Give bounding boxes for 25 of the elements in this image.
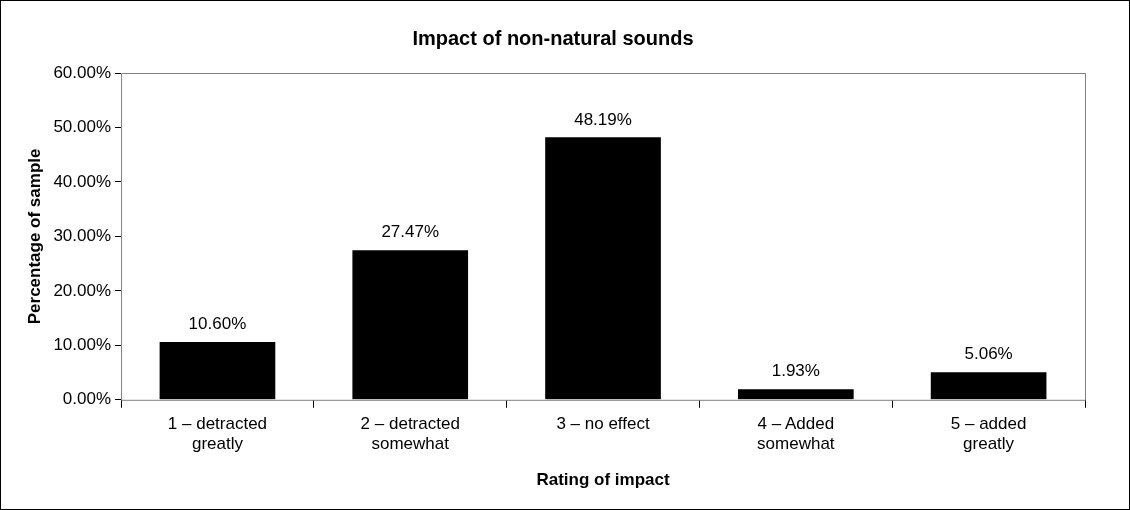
y-tick-label: 0.00% [62,389,112,409]
data-label: 5.06% [964,344,1013,364]
y-tick-label: 60.00% [53,62,112,82]
bar [352,250,469,400]
y-tick-label: 30.00% [53,226,112,246]
bar [737,389,854,400]
x-axis-title: Rating of impact [536,470,670,490]
x-tick-label: 5 – added greatly [950,413,1027,454]
chart-title: Impact of non-natural sounds [412,26,694,49]
data-label: 1.93% [771,361,820,381]
y-tick-label: 10.00% [53,335,112,355]
x-tick-label: 3 – no effect [556,413,650,433]
data-label: 48.19% [574,109,632,129]
y-tick-label: 40.00% [53,171,112,191]
bar [930,372,1047,400]
bar [545,137,661,400]
x-tick-label: 1 – detracted greatly [167,413,268,454]
bar [159,342,276,400]
data-label: 10.60% [188,314,247,334]
y-axis-title: Percentage of sample [24,148,44,325]
y-tick-label: 20.00% [53,280,112,300]
y-tick-label: 50.00% [53,117,112,137]
x-tick-label: 2 – detracted somewhat [360,413,460,454]
data-label: 27.47% [381,222,440,242]
x-tick-label: 4 – Added somewhat [757,413,835,454]
